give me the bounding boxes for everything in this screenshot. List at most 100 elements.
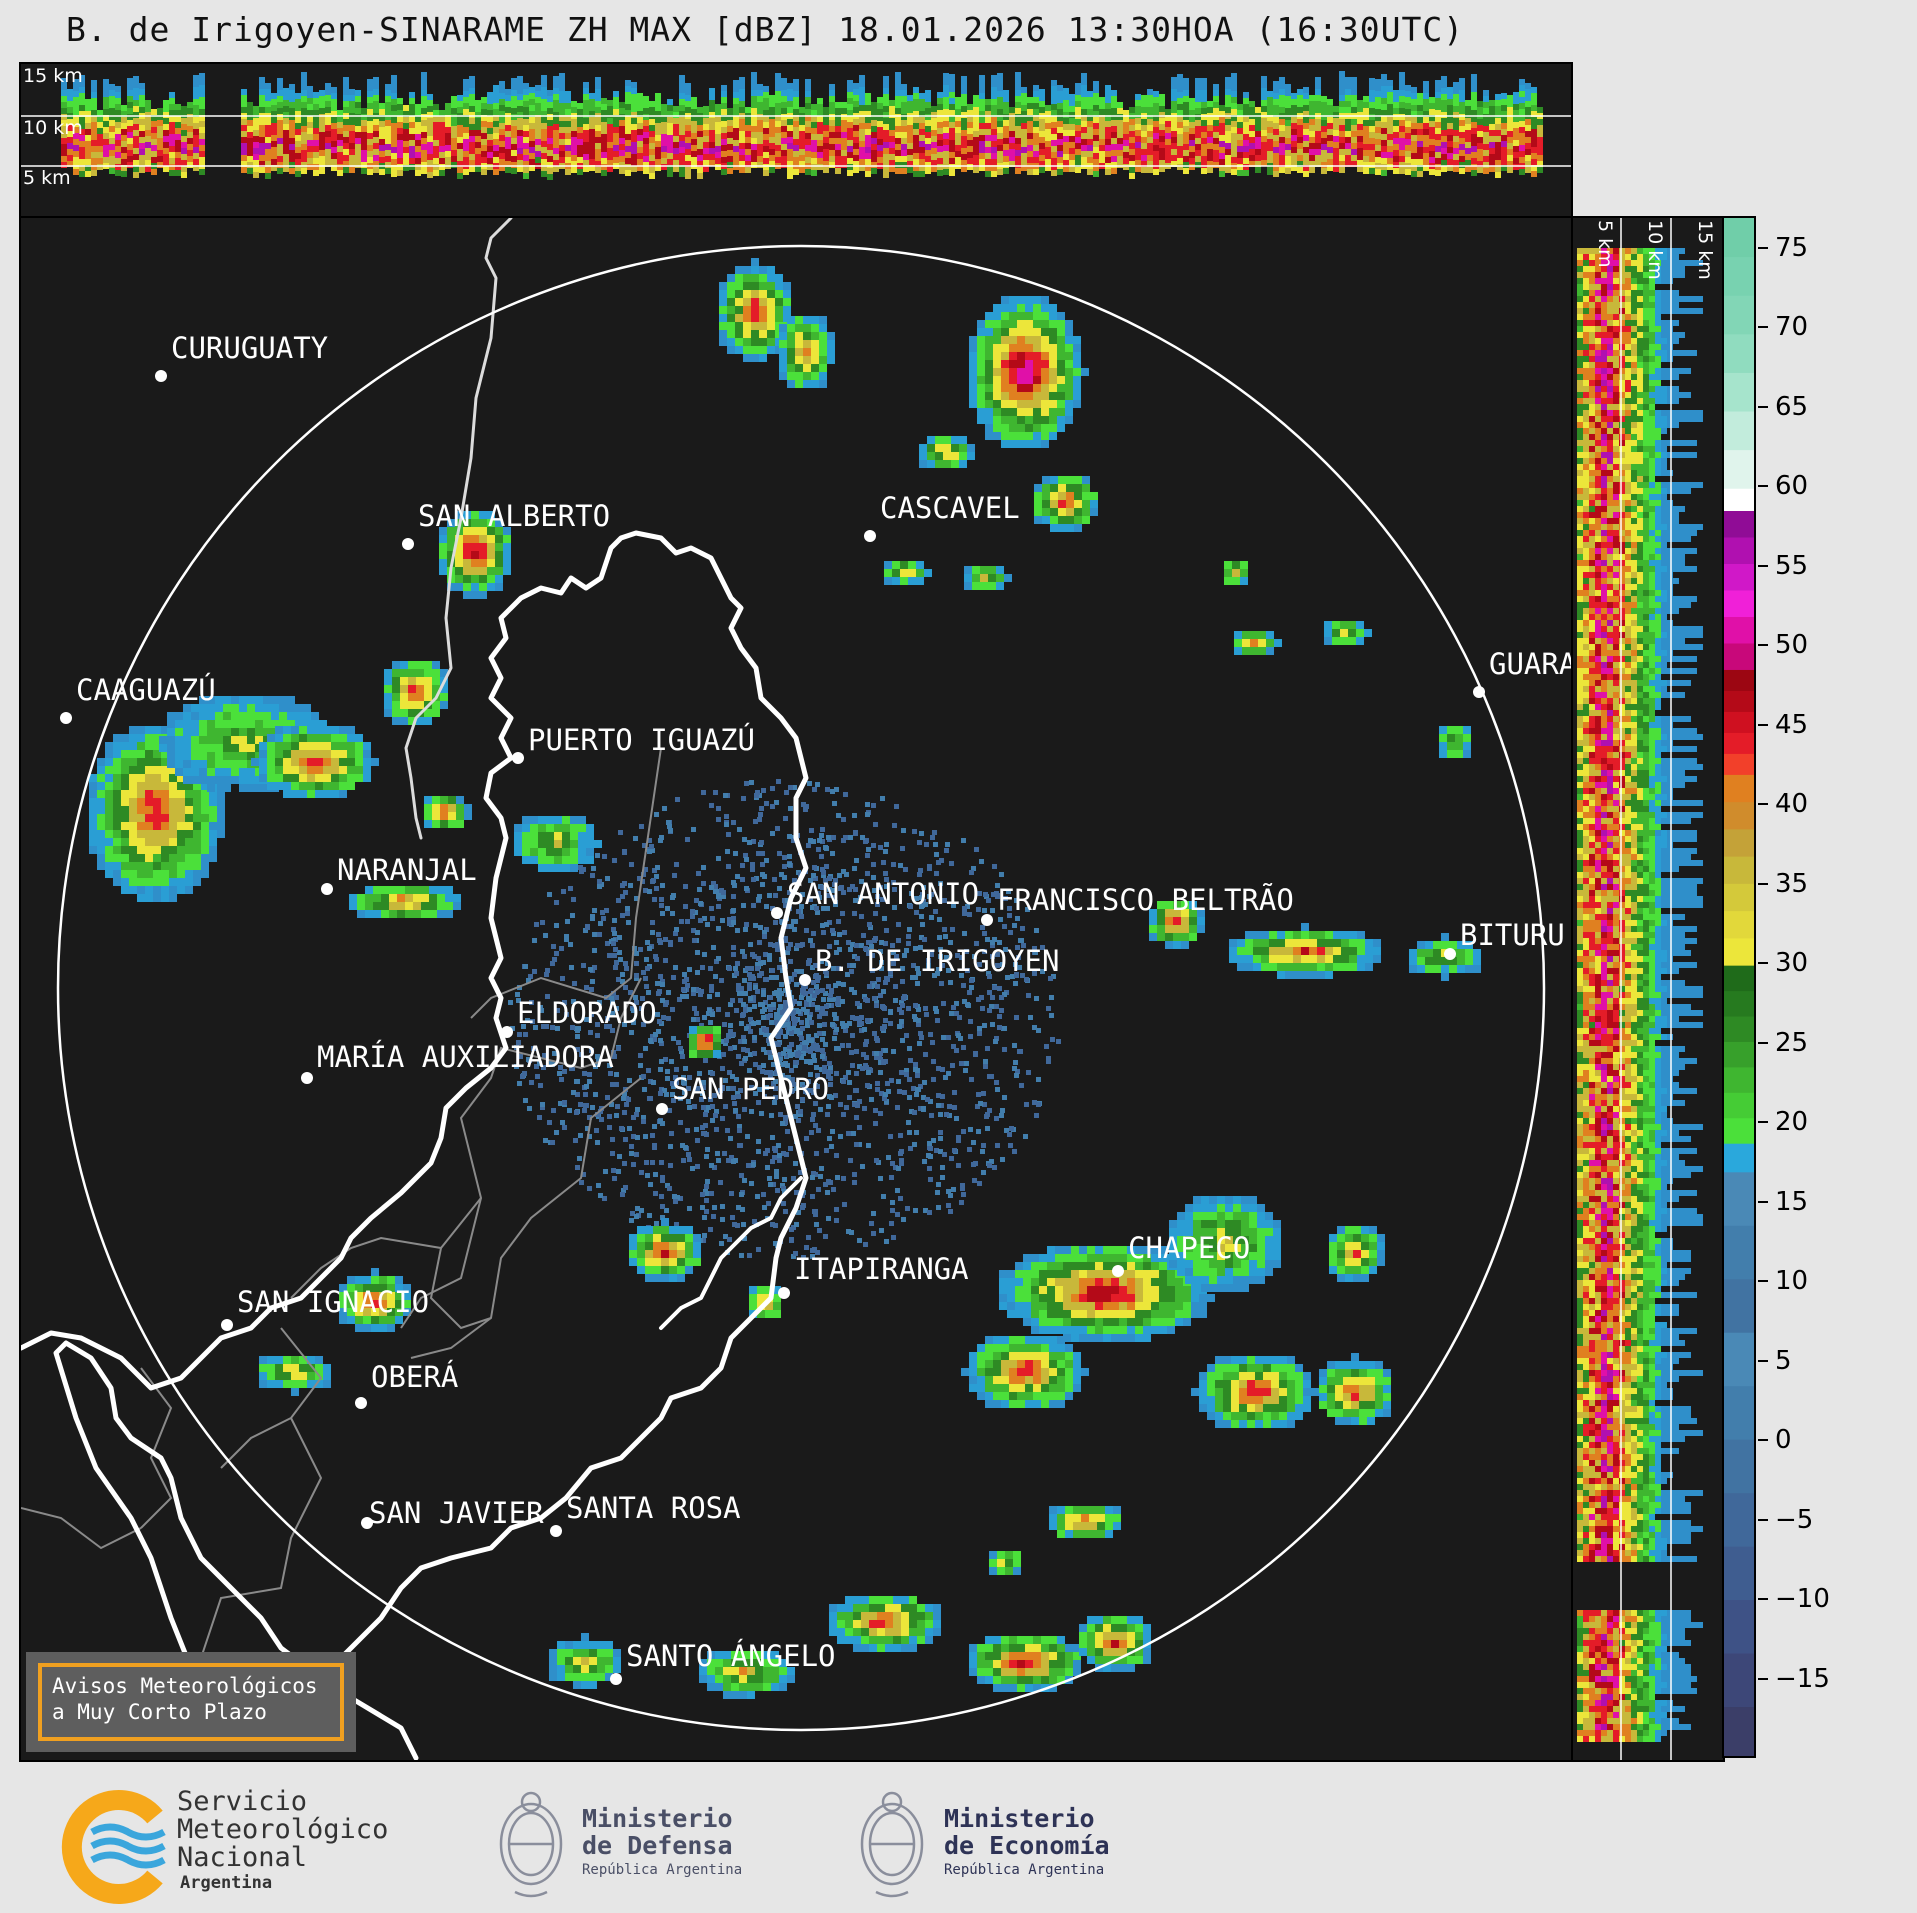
city-marker[interactable]: OBERÁ <box>355 1360 458 1409</box>
colorbar-band <box>1724 1172 1756 1226</box>
colorbar-tick-label: 75 <box>1775 235 1808 261</box>
colorbar-band <box>1724 257 1756 296</box>
city-label: CURUGUATY <box>171 331 328 365</box>
colorbar-band <box>1724 1332 1756 1386</box>
colorbar-band <box>1724 616 1756 643</box>
colorbar-tick <box>1758 1598 1768 1600</box>
city-label: NARANJAL <box>337 853 477 887</box>
coat-of-arms-icon <box>501 1793 561 1896</box>
city-label: SANTA ROSA <box>566 1491 741 1525</box>
notice-line-2: a Muy Corto Plazo <box>52 1699 330 1725</box>
notice-frame: Avisos Meteorológicos a Muy Corto Plazo <box>38 1663 344 1741</box>
economia-line-1: Ministerio <box>944 1804 1095 1833</box>
defensa-line-2: de Defensa <box>582 1831 733 1860</box>
city-label: SAN PEDRO <box>672 1072 829 1106</box>
city-label: BITURU <box>1460 918 1565 952</box>
colorbar-tick-label: −15 <box>1775 1666 1830 1692</box>
side-cross-section-echoes <box>1577 248 1703 1742</box>
colorbar-band <box>1724 690 1756 711</box>
city-label: SAN JAVIER <box>369 1496 544 1530</box>
colorbar-tick-label: 25 <box>1775 1030 1808 1056</box>
smn-line-1: Servicio <box>177 1786 307 1817</box>
city-marker[interactable]: MARÍA AUXILIADORA <box>301 1040 614 1084</box>
smn-line-2: Meteorológico <box>177 1814 388 1845</box>
city-label: CAAGUAZÚ <box>76 673 216 707</box>
top-cross-section-echoes <box>61 71 1543 180</box>
height-label-5km: 5 km <box>1594 220 1616 268</box>
colorbar-band <box>1724 218 1756 257</box>
colorbar-band <box>1724 1225 1756 1279</box>
colorbar-tick-label: 55 <box>1775 553 1808 579</box>
ministerio-defensa-logo: Ministerio de Defensa República Argentin… <box>582 1804 742 1878</box>
city-marker[interactable]: FRANCISCO BELTRÃO <box>981 883 1294 926</box>
colorbar-tick <box>1758 1201 1768 1203</box>
colorbar-band <box>1724 1041 1756 1067</box>
colorbar-tick <box>1758 565 1768 567</box>
city-marker[interactable]: SAN JAVIER <box>361 1496 544 1530</box>
colorbar-band <box>1724 1707 1756 1758</box>
colorbar-band <box>1724 732 1756 753</box>
city-label: CASCAVEL <box>880 491 1020 525</box>
footer-svg: Servicio Meteorológico Nacional Argentin… <box>0 1762 1917 1909</box>
colorbar-band <box>1724 1143 1756 1172</box>
city-marker[interactable]: PUERTO IGUAZÚ <box>512 723 755 764</box>
colorbar-tick <box>1758 485 1768 487</box>
colorbar-tick-label: 5 <box>1775 1348 1792 1374</box>
colorbar-band <box>1724 511 1756 538</box>
smn-logo-icon <box>72 1800 164 1894</box>
colorbar-tick <box>1758 247 1768 249</box>
city-marker[interactable]: ITAPIRANGA <box>778 1252 969 1299</box>
colorbar-tick-label: 30 <box>1775 950 1808 976</box>
colorbar-band <box>1724 774 1756 802</box>
colorbar-band <box>1724 1600 1756 1654</box>
colorbar-band <box>1724 753 1756 774</box>
colorbar-tick <box>1758 1678 1768 1680</box>
city-label: CHAPECO <box>1128 1231 1250 1265</box>
colorbar-tick-label: 0 <box>1775 1427 1792 1453</box>
colorbar-band <box>1724 295 1756 334</box>
colorbar-band <box>1724 965 1756 991</box>
colorbar-tick <box>1758 803 1768 805</box>
colorbar-tick <box>1758 1280 1768 1282</box>
city-label: SAN IGNACIO <box>237 1285 429 1319</box>
colorbar-band <box>1724 1279 1756 1333</box>
city-label: SAN ALBERTO <box>418 499 610 533</box>
colorbar-band <box>1724 411 1756 450</box>
city-marker[interactable]: B. DE IRIGOYEN <box>799 944 1059 986</box>
city-label: SAN ANTONIO <box>787 877 979 911</box>
colorbar-tick-label: 20 <box>1775 1109 1808 1135</box>
city-label: B. DE IRIGOYEN <box>815 944 1059 978</box>
colorbar-band <box>1724 829 1756 857</box>
colorbar-band <box>1724 1493 1756 1547</box>
colorbar-band <box>1724 938 1756 966</box>
colorbar-band <box>1724 1118 1756 1144</box>
city-marker[interactable]: SANTA ROSA <box>550 1491 741 1537</box>
footer-logos: Servicio Meteorológico Nacional Argentin… <box>0 1762 1917 1909</box>
colorbar-tick-label: 60 <box>1775 473 1808 499</box>
colorbar-tick-label: 70 <box>1775 314 1808 340</box>
smn-line-3: Nacional <box>177 1842 307 1873</box>
colorbar-tick <box>1758 1360 1768 1362</box>
city-marker[interactable]: GUARA <box>1473 647 1571 698</box>
colorbar-band <box>1724 563 1756 590</box>
colorbar-band <box>1724 669 1756 690</box>
city-marker[interactable]: CURUGUATY <box>155 331 328 382</box>
colorbar-band <box>1724 856 1756 884</box>
city-label: PUERTO IGUAZÚ <box>528 723 755 757</box>
height-label-10km: 10 km <box>23 117 83 139</box>
radar-map-svg: CURUGUATY SAN ALBERTO CASCAVEL CAAGUAZÚ … <box>21 218 1571 1760</box>
colorbar-tick-label: 40 <box>1775 791 1808 817</box>
colorbar-tick <box>1758 1519 1768 1521</box>
city-label: ITAPIRANGA <box>794 1252 969 1286</box>
colorbar-band <box>1724 1653 1756 1707</box>
colorbar-svg <box>1724 218 1756 1758</box>
colorbar-tick <box>1758 406 1768 408</box>
smn-logo-text: Servicio Meteorológico Nacional Argentin… <box>177 1786 388 1893</box>
colorbar-tick <box>1758 1439 1768 1441</box>
side-cross-section-panel: 5 km 10 km 15 km <box>1571 216 1725 1762</box>
colorbar-tick <box>1758 724 1768 726</box>
city-marker[interactable]: CASCAVEL <box>864 491 1020 542</box>
notice-box[interactable]: Avisos Meteorológicos a Muy Corto Plazo <box>26 1652 356 1752</box>
colorbar-band <box>1724 590 1756 617</box>
radar-map[interactable]: CURUGUATY SAN ALBERTO CASCAVEL CAAGUAZÚ … <box>19 216 1573 1762</box>
